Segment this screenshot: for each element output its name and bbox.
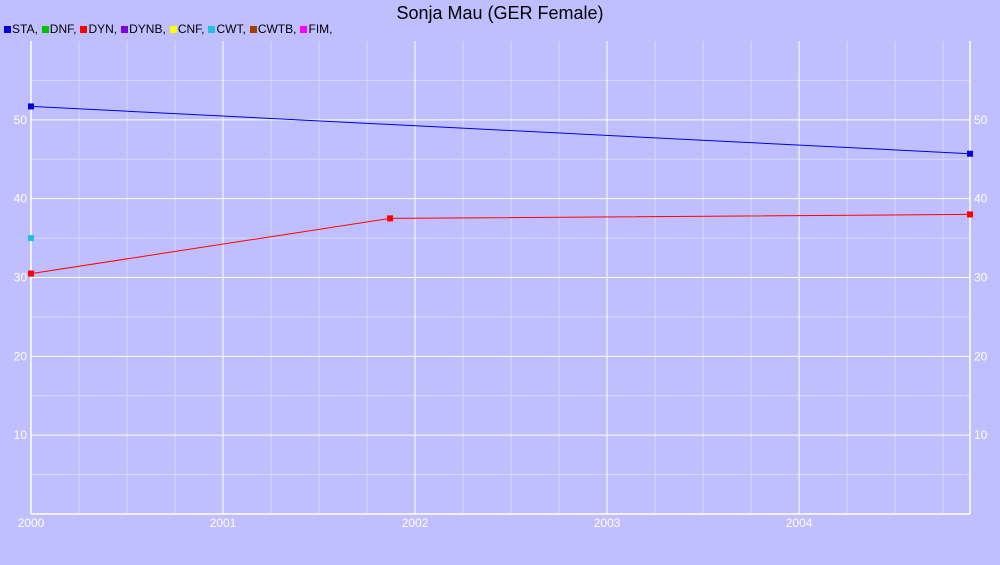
legend-label: CNF, <box>177 22 205 36</box>
legend-swatch <box>80 25 88 33</box>
x-tick-label: 2004 <box>786 516 813 530</box>
data-point-cwt <box>28 235 34 242</box>
series-line-sta <box>30 105 971 155</box>
x-tick-label: 2002 <box>402 516 429 530</box>
legend-swatch <box>41 25 49 33</box>
x-tick-label: 2003 <box>594 516 621 530</box>
legend-swatch <box>300 25 308 33</box>
chart-legend: STA, DNF, DYN, DYNB, CNF, CWT, CWTB, FIM, <box>4 21 336 37</box>
y-tick-label-right: 40 <box>974 192 988 206</box>
legend-item: DYNB, <box>121 22 166 36</box>
legend-swatch <box>249 25 257 33</box>
legend-swatch <box>169 25 177 33</box>
legend-swatch <box>4 25 11 33</box>
legend-item: DYN, <box>80 22 117 36</box>
legend-label: CWTB, <box>257 22 297 36</box>
data-point-dyn <box>28 270 34 277</box>
y-tick-label-right: 30 <box>974 271 988 285</box>
legend-item: CWTB, <box>249 22 297 36</box>
data-point-sta <box>28 103 34 110</box>
legend-item: FIM, <box>300 22 332 36</box>
legend-label: DNF, <box>49 22 77 36</box>
x-tick-label: 2001 <box>210 516 237 530</box>
data-point-dyn <box>387 215 394 222</box>
legend-swatch <box>208 25 216 33</box>
data-point-sta <box>967 150 973 157</box>
y-tick-label-left: 40 <box>14 192 28 206</box>
y-tick-label-right: 50 <box>974 113 988 127</box>
y-tick-label-right: 10 <box>974 428 988 442</box>
legend-item: DNF, <box>41 22 77 36</box>
legend-item: CWT, <box>208 22 246 36</box>
x-tick-label: 2000 <box>18 516 45 530</box>
legend-item: STA, <box>4 22 38 36</box>
legend-label: DYNB, <box>129 22 166 36</box>
legend-label: FIM, <box>308 22 333 36</box>
legend-swatch <box>121 25 129 33</box>
y-tick-label-left: 50 <box>14 113 28 127</box>
legend-label: STA, <box>12 22 38 36</box>
series-line-dyn <box>30 213 971 275</box>
y-tick-label-left: 10 <box>14 428 28 442</box>
legend-label: CWT, <box>216 22 246 36</box>
data-point-dyn <box>967 211 973 218</box>
y-tick-label-left: 20 <box>14 349 28 363</box>
chart-title: Sonja Mau (GER Female) <box>396 3 604 23</box>
y-tick-label-right: 20 <box>974 349 988 363</box>
y-tick-label-left: 30 <box>14 271 28 285</box>
legend-item: CNF, <box>169 22 205 36</box>
legend-label: DYN, <box>88 22 118 36</box>
